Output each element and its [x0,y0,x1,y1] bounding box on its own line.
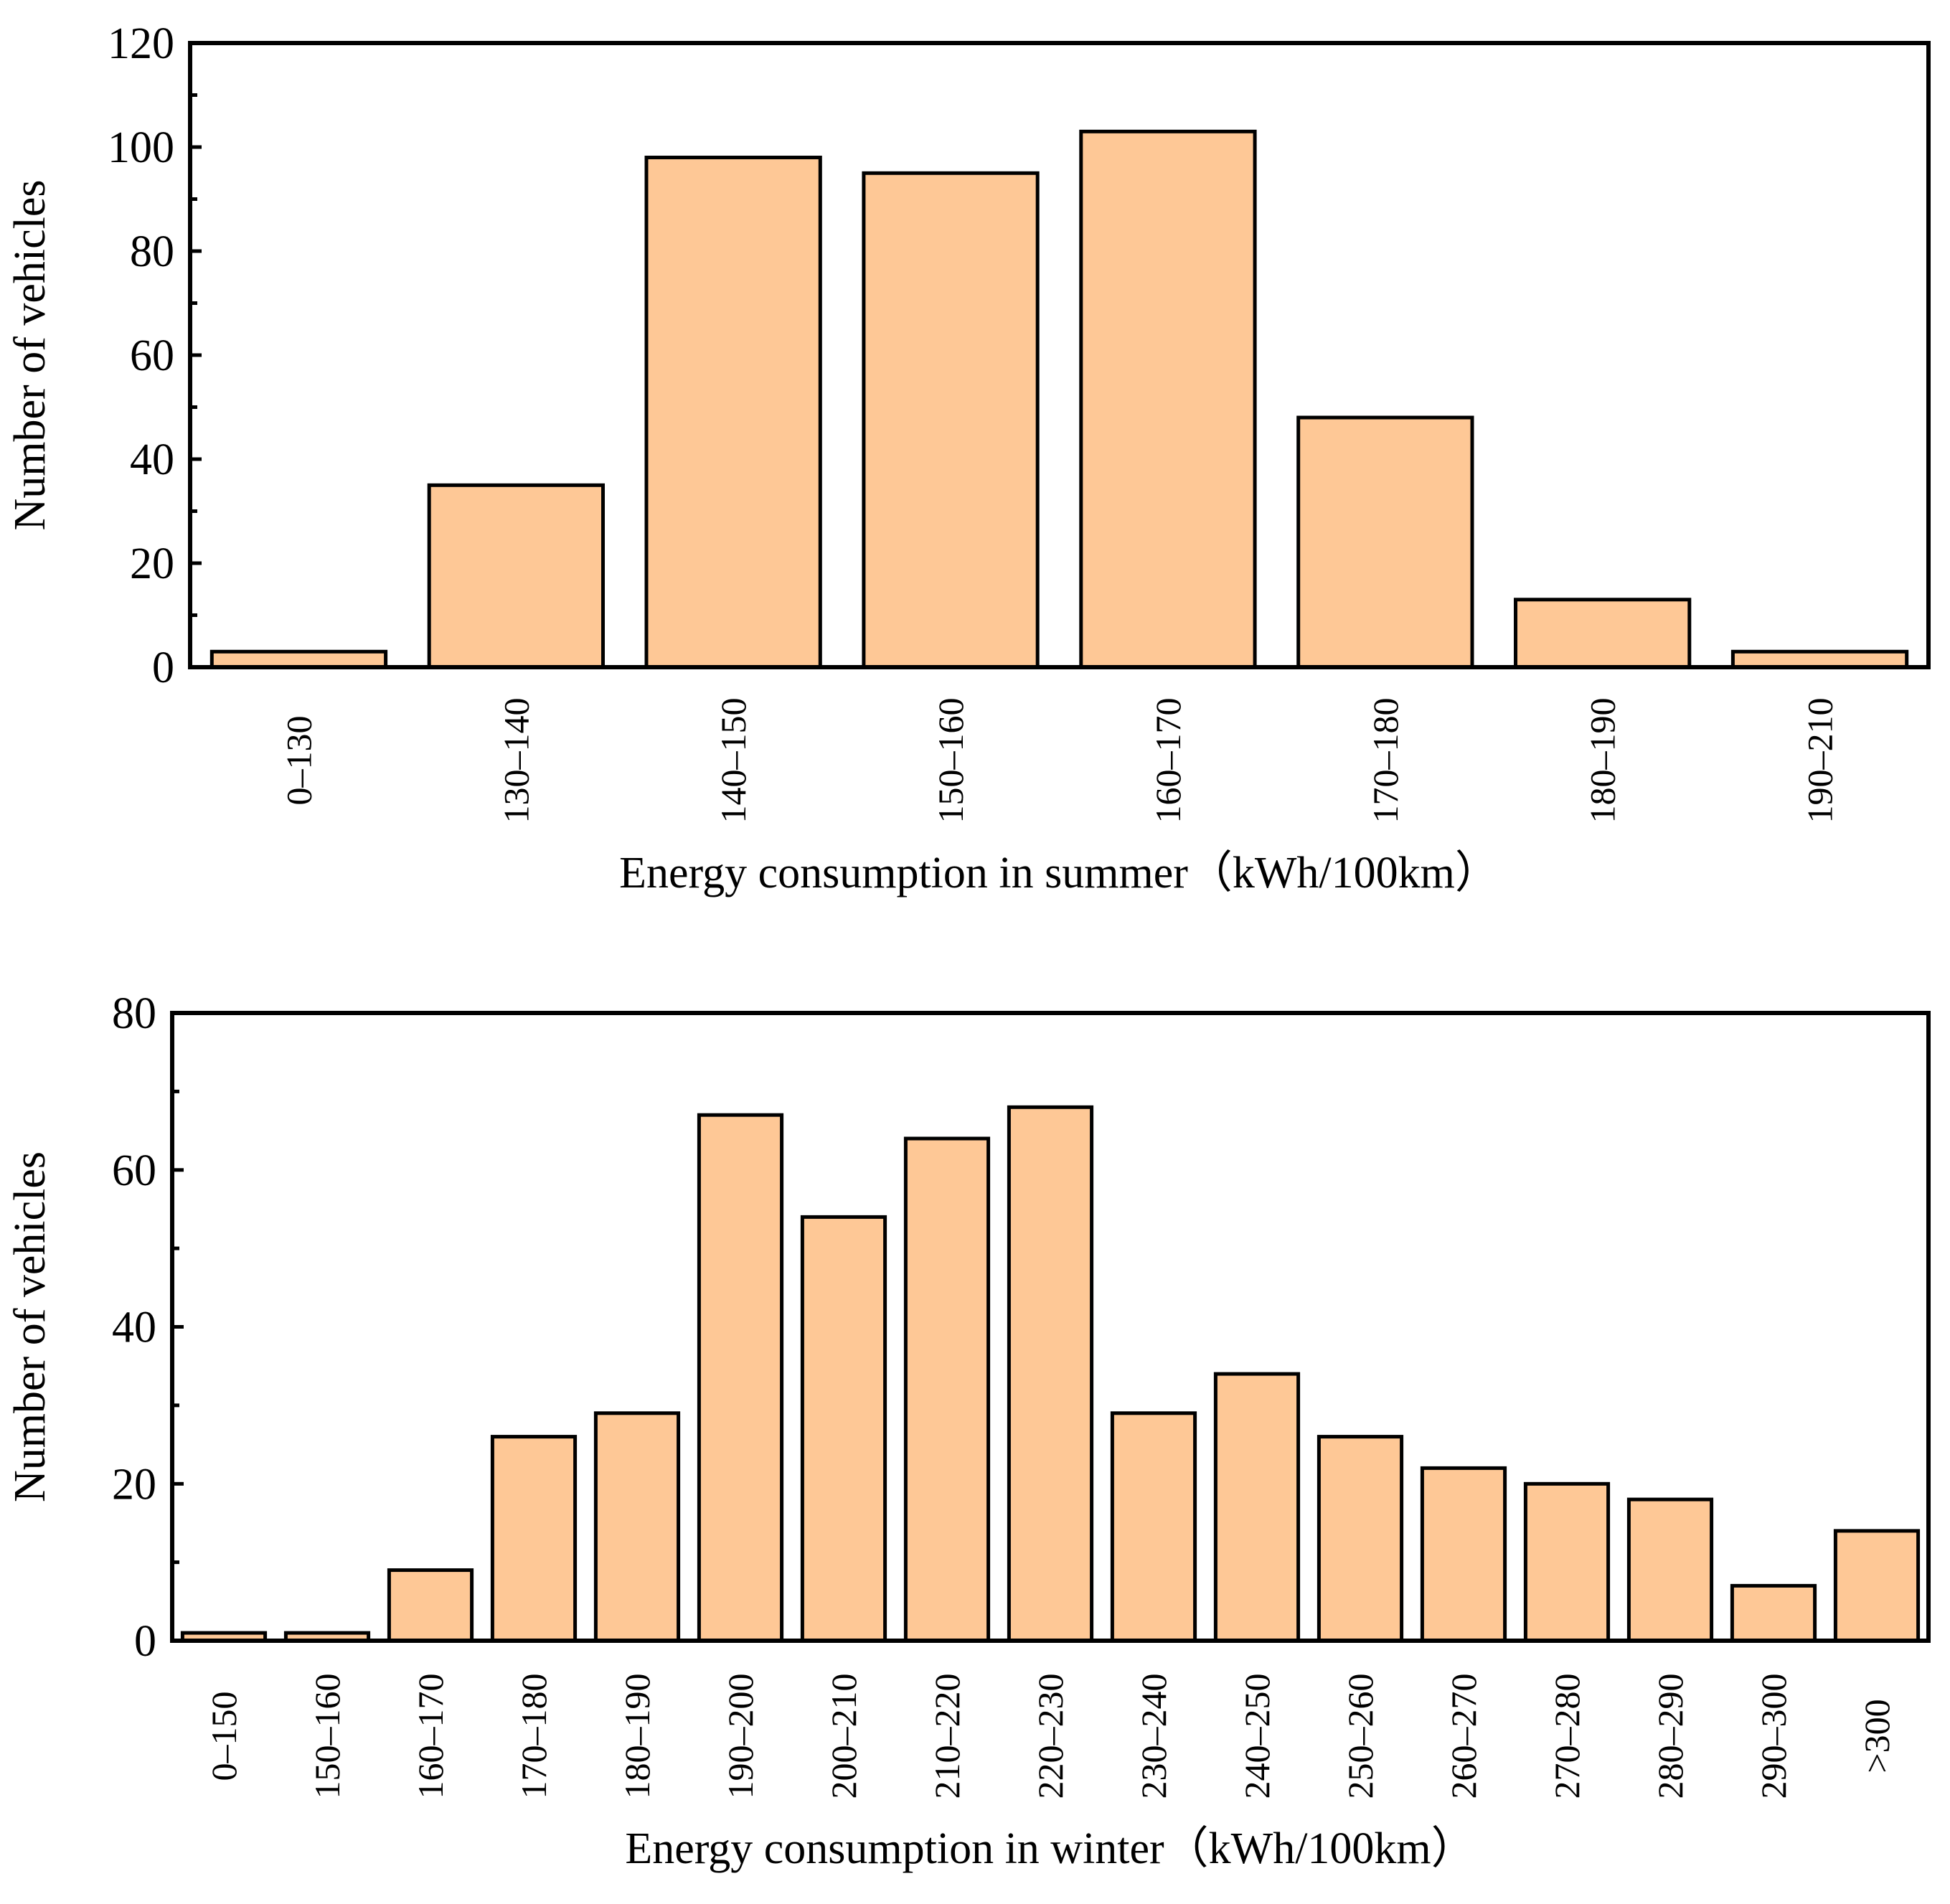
summer-chart: 0 20 40 60 80 100 120 0–130 130–140 140–150 150–16… [6,19,1931,897]
winter-x-tick-label-7: 200–210 [824,1674,864,1799]
summer-y-tick-label-80: 80 [130,227,174,276]
winter-y-tick-label-0: 0 [134,1617,156,1666]
summer-y-axis-title: Number of vehicles [6,180,55,531]
summer-bar-4 [862,171,1040,669]
summer-x-tick-label-8: 190–210 [1800,698,1840,824]
winter-bar-17 [1833,1529,1921,1643]
summer-y-tick-label-100: 100 [108,123,174,172]
winter-x-tick-label-3: 160–170 [410,1674,451,1799]
summer-y-tick-label-60: 60 [130,331,174,380]
winter-bar-12 [1317,1435,1404,1643]
summer-x-tick-label-3: 140–150 [713,698,753,824]
winter-bar-11 [1213,1372,1301,1643]
winter-x-tick-label-5: 180–190 [617,1674,657,1799]
winter-chart: 0 20 40 60 80 0–150 150–160 160–170 170–180 180–1… [6,989,1931,1873]
winter-x-tick-label-14: 270–280 [1547,1674,1587,1799]
summer-bar-6 [1296,415,1474,669]
winter-bar-5 [593,1411,681,1643]
summer-bar-3 [644,156,822,669]
winter-y-tick-label-20: 20 [112,1460,156,1509]
winter-x-tick-label-8: 210–220 [927,1674,967,1799]
summer-bar-1 [209,649,388,669]
winter-x-tick-label-13: 260–270 [1443,1674,1484,1799]
winter-bar-3 [387,1568,474,1643]
winter-bar-6 [697,1113,784,1643]
winter-x-tick-label-4: 170–180 [514,1674,554,1799]
summer-y-tick-label-120: 120 [108,19,174,68]
summer-x-tick-label-1: 0–130 [278,716,319,806]
winter-bar-15 [1626,1497,1714,1643]
summer-bar-5 [1079,129,1257,669]
summer-x-tick-label-7: 180–190 [1583,698,1623,824]
summer-bar-7 [1514,598,1692,669]
winter-x-tick-label-12: 250–260 [1340,1674,1380,1799]
winter-bar-13 [1420,1466,1507,1643]
summer-x-tick-label-4: 150–160 [931,698,971,824]
winter-bar-7 [800,1215,887,1643]
winter-bar-16 [1730,1583,1817,1643]
summer-x-tick-label-2: 130–140 [496,698,536,824]
winter-y-axis-title: Number of vehicles [6,1151,55,1502]
winter-y-tick-label-60: 60 [112,1146,156,1195]
summer-y-tick-label-0: 0 [152,644,174,692]
winter-x-tick-label-11: 240–250 [1237,1674,1277,1799]
winter-x-tick-label-10: 230–240 [1134,1674,1174,1799]
winter-x-tick-label-17: >300 [1857,1699,1897,1773]
summer-bar-2 [427,483,606,669]
summer-bar-8 [1730,649,1909,669]
winter-x-tick-label-15: 280–290 [1650,1674,1690,1799]
winter-x-tick-label-9: 220–230 [1030,1674,1070,1799]
winter-bar-9 [1007,1105,1094,1643]
winter-bar-8 [903,1136,991,1643]
winter-x-tick-label-2: 150–160 [307,1674,347,1799]
winter-bar-10 [1110,1411,1197,1643]
winter-x-tick-label-16: 290–300 [1753,1674,1794,1799]
summer-x-axis-title: Energy consumption in summer（kWh/100km） [619,849,1499,897]
winter-x-tick-label-1: 0–150 [204,1692,244,1781]
summer-y-tick-label-40: 40 [130,435,174,484]
winter-y-tick-label-40: 40 [112,1304,156,1352]
winter-x-tick-label-6: 190–200 [720,1674,760,1799]
winter-bar-4 [490,1435,578,1643]
winter-bar-14 [1523,1481,1611,1643]
winter-x-axis-title: Energy consumption in winter（kWh/100km） [625,1824,1475,1873]
summer-y-tick-label-20: 20 [130,539,174,588]
summer-x-tick-label-6: 170–180 [1365,698,1405,824]
winter-y-tick-label-80: 80 [112,989,156,1038]
summer-x-tick-label-5: 160–170 [1148,698,1188,824]
